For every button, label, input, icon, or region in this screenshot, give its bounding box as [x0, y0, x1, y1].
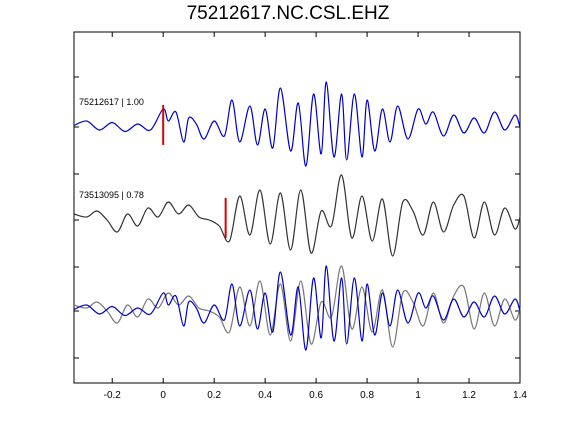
x-tick-label: 0.8 — [360, 390, 374, 401]
trace-line — [73, 174, 521, 257]
x-tick-label: 0.4 — [258, 390, 272, 401]
trace-line — [73, 81, 521, 167]
trace-line — [73, 265, 521, 351]
trace-label: 73513095 | 0.78 — [79, 190, 144, 200]
chart-title: 75212617.NC.CSL.EHZ — [186, 3, 390, 24]
x-tick-label: 0.6 — [309, 390, 323, 401]
x-tick-label: 1 — [415, 390, 421, 401]
x-tick-label: 0 — [160, 390, 166, 401]
plot-frame — [73, 31, 521, 384]
trace-line — [73, 265, 521, 348]
x-tick-label: 1.2 — [462, 390, 476, 401]
x-tick-label: -0.2 — [104, 390, 122, 401]
x-tick-label: 1.4 — [513, 390, 527, 401]
x-tick-label: 0.2 — [207, 390, 221, 401]
trace-label: 75212617 | 1.00 — [79, 97, 144, 107]
